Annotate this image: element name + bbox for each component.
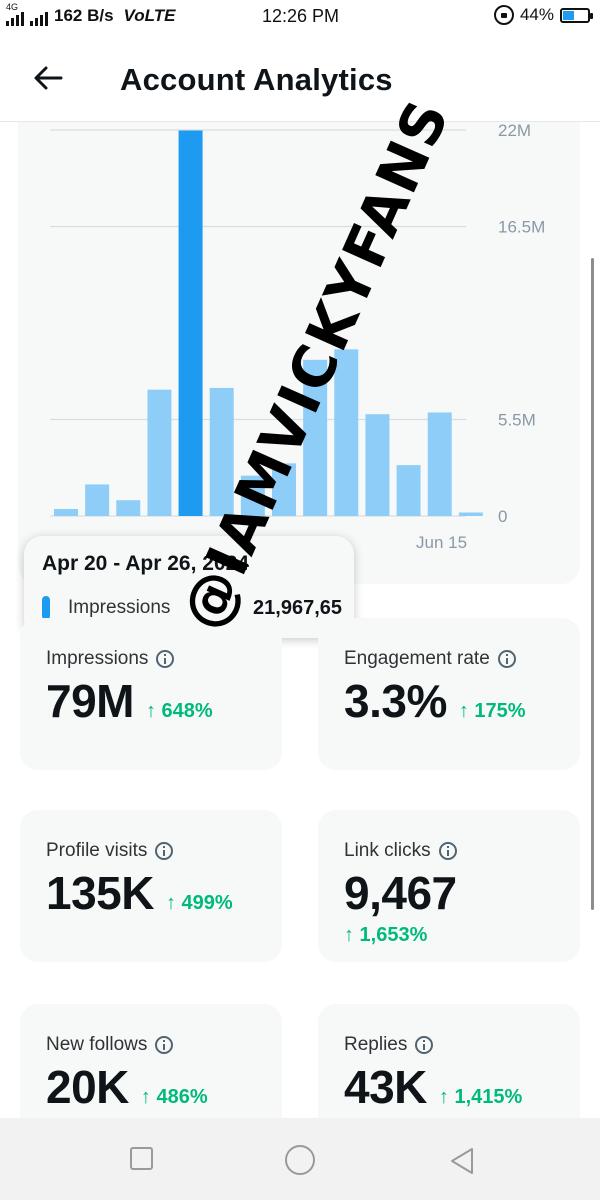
metric-label: Profile visits <box>46 840 148 861</box>
status-left: 4G 162 B/s VoLTE <box>6 2 176 26</box>
chart-bar[interactable] <box>116 500 141 516</box>
metric-label: Link clicks <box>344 840 431 861</box>
info-icon[interactable] <box>497 650 516 668</box>
chart-bar[interactable] <box>240 475 265 516</box>
signal-icon <box>6 10 24 26</box>
tooltip-row: Impressions 21,967,65 <box>42 596 342 620</box>
y-tick-label: 5.5M <box>498 411 536 430</box>
chart-bar[interactable] <box>396 465 421 516</box>
chart-bar[interactable] <box>54 508 78 516</box>
metric-card-impressions[interactable]: Impressions 79M ↑ 648% <box>20 618 282 770</box>
metric-label: New follows <box>46 1034 148 1055</box>
chart-bar[interactable] <box>334 349 359 516</box>
info-icon[interactable] <box>156 650 175 668</box>
chart-bar[interactable] <box>209 387 234 516</box>
metric-value: 20K <box>46 1061 129 1113</box>
chart-bar[interactable] <box>365 414 390 516</box>
scrollbar[interactable] <box>591 258 594 910</box>
arrow-left-icon[interactable] <box>30 60 66 96</box>
metric-value: 43K <box>344 1061 427 1113</box>
battery-icon <box>560 7 593 23</box>
page-title: Account Analytics <box>120 62 393 97</box>
signal-icon-2 <box>30 10 48 26</box>
x-tick-label: Jun 15 <box>416 533 467 552</box>
metric-card-engagement-rate[interactable]: Engagement rate 3.3% ↑ 175% <box>318 618 580 770</box>
metric-change: ↑ 486% <box>140 1086 208 1108</box>
app-header: Account Analytics <box>0 34 600 122</box>
status-bar: 4G 162 B/s VoLTE 12:26 PM 44% <box>0 0 600 34</box>
metric-label: Engagement rate <box>344 648 490 669</box>
tooltip-value: 21,967,65 <box>253 596 342 619</box>
info-icon[interactable] <box>415 1036 434 1054</box>
system-nav-bar <box>0 1118 600 1200</box>
volte-indicator: VoLTE <box>123 6 176 25</box>
y-tick-label: 22M <box>498 122 531 140</box>
chart-bar[interactable] <box>427 412 452 516</box>
metric-value: 135K <box>46 867 154 919</box>
legend-swatch <box>42 596 50 620</box>
metric-value: 3.3% <box>344 675 447 727</box>
y-tick-label: 0 <box>498 507 507 526</box>
network-speed: 162 B/s <box>54 6 114 25</box>
y-tick-label: 16.5M <box>498 218 545 237</box>
chart-bar[interactable] <box>272 463 296 516</box>
tooltip-date-range: Apr 20 - Apr 26, 2024 <box>42 552 249 575</box>
home-button[interactable] <box>285 1145 315 1175</box>
metric-change: ↑ 175% <box>458 700 526 722</box>
chart-bar[interactable] <box>303 359 328 516</box>
info-icon[interactable] <box>438 842 457 860</box>
info-icon[interactable] <box>155 842 174 860</box>
metric-change: ↑ 1,415% <box>438 1086 523 1108</box>
rotation-lock-icon <box>493 5 514 25</box>
metric-card-replies[interactable]: Replies 43K ↑ 1,415% <box>318 1004 580 1118</box>
metric-value: 9,467 <box>344 867 457 919</box>
network-type: 4G <box>6 2 19 12</box>
metric-change: ↑ 1,653% <box>344 924 428 946</box>
clock: 12:26 PM <box>262 6 340 26</box>
chart-bar[interactable] <box>85 484 110 516</box>
metric-change: ↑ 648% <box>145 700 213 722</box>
back-triangle-icon[interactable] <box>448 1145 476 1177</box>
metric-card-profile-visits[interactable]: Profile visits 135K ↑ 499% <box>20 810 282 962</box>
metric-value: 79M <box>46 675 134 727</box>
chart-bar[interactable] <box>178 130 203 516</box>
metric-change: ↑ 499% <box>165 892 233 914</box>
tooltip-label: Impressions <box>68 597 171 618</box>
recent-apps-button[interactable] <box>130 1147 153 1170</box>
chart-bar[interactable] <box>458 512 483 516</box>
info-icon[interactable] <box>155 1036 174 1054</box>
battery-percent: 44% <box>519 5 554 24</box>
metric-label: Replies <box>344 1034 408 1055</box>
impressions-bar-chart[interactable]: 0 5.5M 16.5M 22M Jun 15 <box>18 122 580 584</box>
status-right: 44% <box>493 5 593 25</box>
metric-card-new-follows[interactable]: New follows 20K ↑ 486% <box>20 1004 282 1118</box>
chart-bar[interactable] <box>147 389 172 516</box>
impressions-chart-card: 0 5.5M 16.5M 22M Jun 15 <box>18 122 580 584</box>
metric-card-link-clicks[interactable]: Link clicks 9,467 ↑ 1,653% <box>318 810 580 962</box>
metric-label: Impressions <box>46 648 149 669</box>
